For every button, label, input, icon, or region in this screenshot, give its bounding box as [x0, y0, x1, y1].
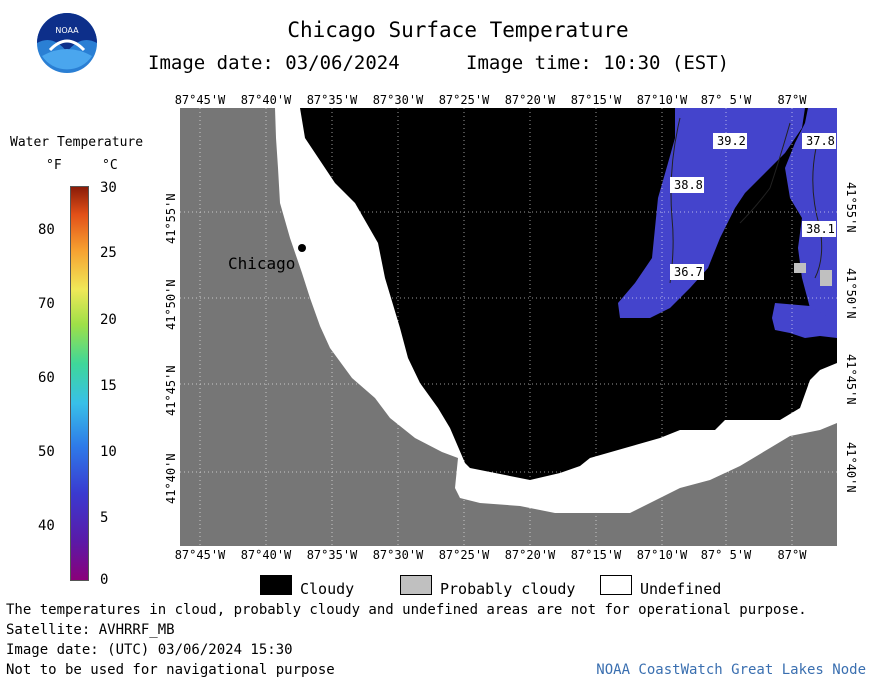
- probably-cloudy-patch: [820, 270, 832, 286]
- c-tick: 10: [100, 444, 117, 460]
- f-tick: 60: [38, 370, 55, 386]
- colorbar-title: Water Temperature: [10, 135, 144, 150]
- svg-text:NOAA: NOAA: [55, 26, 79, 35]
- temp-label: 37.8: [806, 134, 835, 148]
- image-time: Image time: 10:30 (EST): [466, 52, 730, 74]
- water-region-north: [618, 108, 805, 318]
- lon-label-bottom: 87°25'W: [438, 548, 490, 562]
- lat-label-left: 41°55'N: [164, 193, 178, 244]
- lat-label-left: 41°45'N: [164, 365, 178, 416]
- lon-label-top: 87°20'W: [504, 93, 556, 107]
- legend-undefined-label: Undefined: [640, 580, 722, 598]
- lon-label-bottom: 87°35'W: [306, 548, 358, 562]
- lon-label-bottom: 87°40'W: [240, 548, 292, 562]
- legend-cloudy-swatch: [260, 575, 292, 595]
- legend-probably-cloudy-swatch: [400, 575, 432, 595]
- chicago-marker: [298, 244, 306, 252]
- contour-line: [739, 122, 791, 224]
- legend-probably-cloudy-label: Probably cloudy: [440, 580, 576, 598]
- lon-label-bottom: 87°W: [777, 548, 807, 562]
- lon-label-bottom: 87°20'W: [504, 548, 556, 562]
- source-credit: NOAA CoastWatch Great Lakes Node: [596, 662, 866, 678]
- lon-label-top: 87°35'W: [306, 93, 358, 107]
- c-tick: 25: [100, 245, 117, 261]
- c-tick: 20: [100, 312, 117, 328]
- f-tick: 70: [38, 296, 55, 312]
- c-tick: 5: [100, 510, 109, 526]
- lon-label-bottom: 87° 5'W: [700, 548, 752, 562]
- contour-line: [669, 117, 681, 284]
- lon-label-top: 87°15'W: [570, 93, 622, 107]
- lon-label-bottom: 87°15'W: [570, 548, 622, 562]
- temperature-map: Chicago 39.2 37.8 38.8 38.1 36.7: [180, 108, 837, 546]
- lat-label-left: 41°40'N: [164, 453, 178, 504]
- legend-cloudy-label: Cloudy: [300, 580, 355, 598]
- lat-label-right: 41°50'N: [844, 268, 858, 319]
- f-tick: 80: [38, 222, 55, 238]
- lon-label-top: 87°45'W: [174, 93, 226, 107]
- lon-label-top: 87° 5'W: [700, 93, 752, 107]
- legend-undefined-swatch: [600, 575, 632, 595]
- probably-cloudy-patch: [794, 263, 806, 273]
- lon-label-top: 87°10'W: [636, 93, 688, 107]
- disclaimer-note: The temperatures in cloud, probably clou…: [6, 602, 807, 618]
- city-label: Chicago: [228, 254, 295, 273]
- unit-celsius: °C: [102, 158, 118, 173]
- temp-label: 39.2: [717, 134, 746, 148]
- utc-date-note: Image date: (UTC) 03/06/2024 15:30: [6, 642, 293, 658]
- navigation-note: Not to be used for navigational purpose: [6, 662, 335, 678]
- satellite-note: Satellite: AVHRRF_MB: [6, 622, 175, 638]
- temp-label: 38.8: [674, 178, 703, 192]
- lon-label-top: 87°40'W: [240, 93, 292, 107]
- image-date: Image date: 03/06/2024: [148, 52, 400, 74]
- lon-label-bottom: 87°45'W: [174, 548, 226, 562]
- lat-label-left: 41°50'N: [164, 279, 178, 330]
- f-tick: 40: [38, 518, 55, 534]
- c-tick: 15: [100, 378, 117, 394]
- temp-label: 38.1: [806, 222, 835, 236]
- water-region-southeast: [772, 303, 837, 338]
- unit-fahrenheit: °F: [46, 158, 62, 173]
- lon-label-top: 87°30'W: [372, 93, 424, 107]
- f-tick: 50: [38, 444, 55, 460]
- noaa-logo-icon: NOAA: [37, 13, 97, 73]
- lon-label-top: 87°W: [777, 93, 807, 107]
- c-tick: 0: [100, 572, 109, 588]
- c-tick: 30: [100, 180, 117, 196]
- lon-label-bottom: 87°10'W: [636, 548, 688, 562]
- temp-label: 36.7: [674, 265, 703, 279]
- lon-label-bottom: 87°30'W: [372, 548, 424, 562]
- lat-label-right: 41°55'N: [844, 182, 858, 233]
- lon-label-top: 87°25'W: [438, 93, 490, 107]
- lat-label-right: 41°45'N: [844, 354, 858, 405]
- page-title: Chicago Surface Temperature: [287, 18, 629, 42]
- temperature-colorbar: [70, 186, 89, 581]
- lat-label-right: 41°40'N: [844, 442, 858, 493]
